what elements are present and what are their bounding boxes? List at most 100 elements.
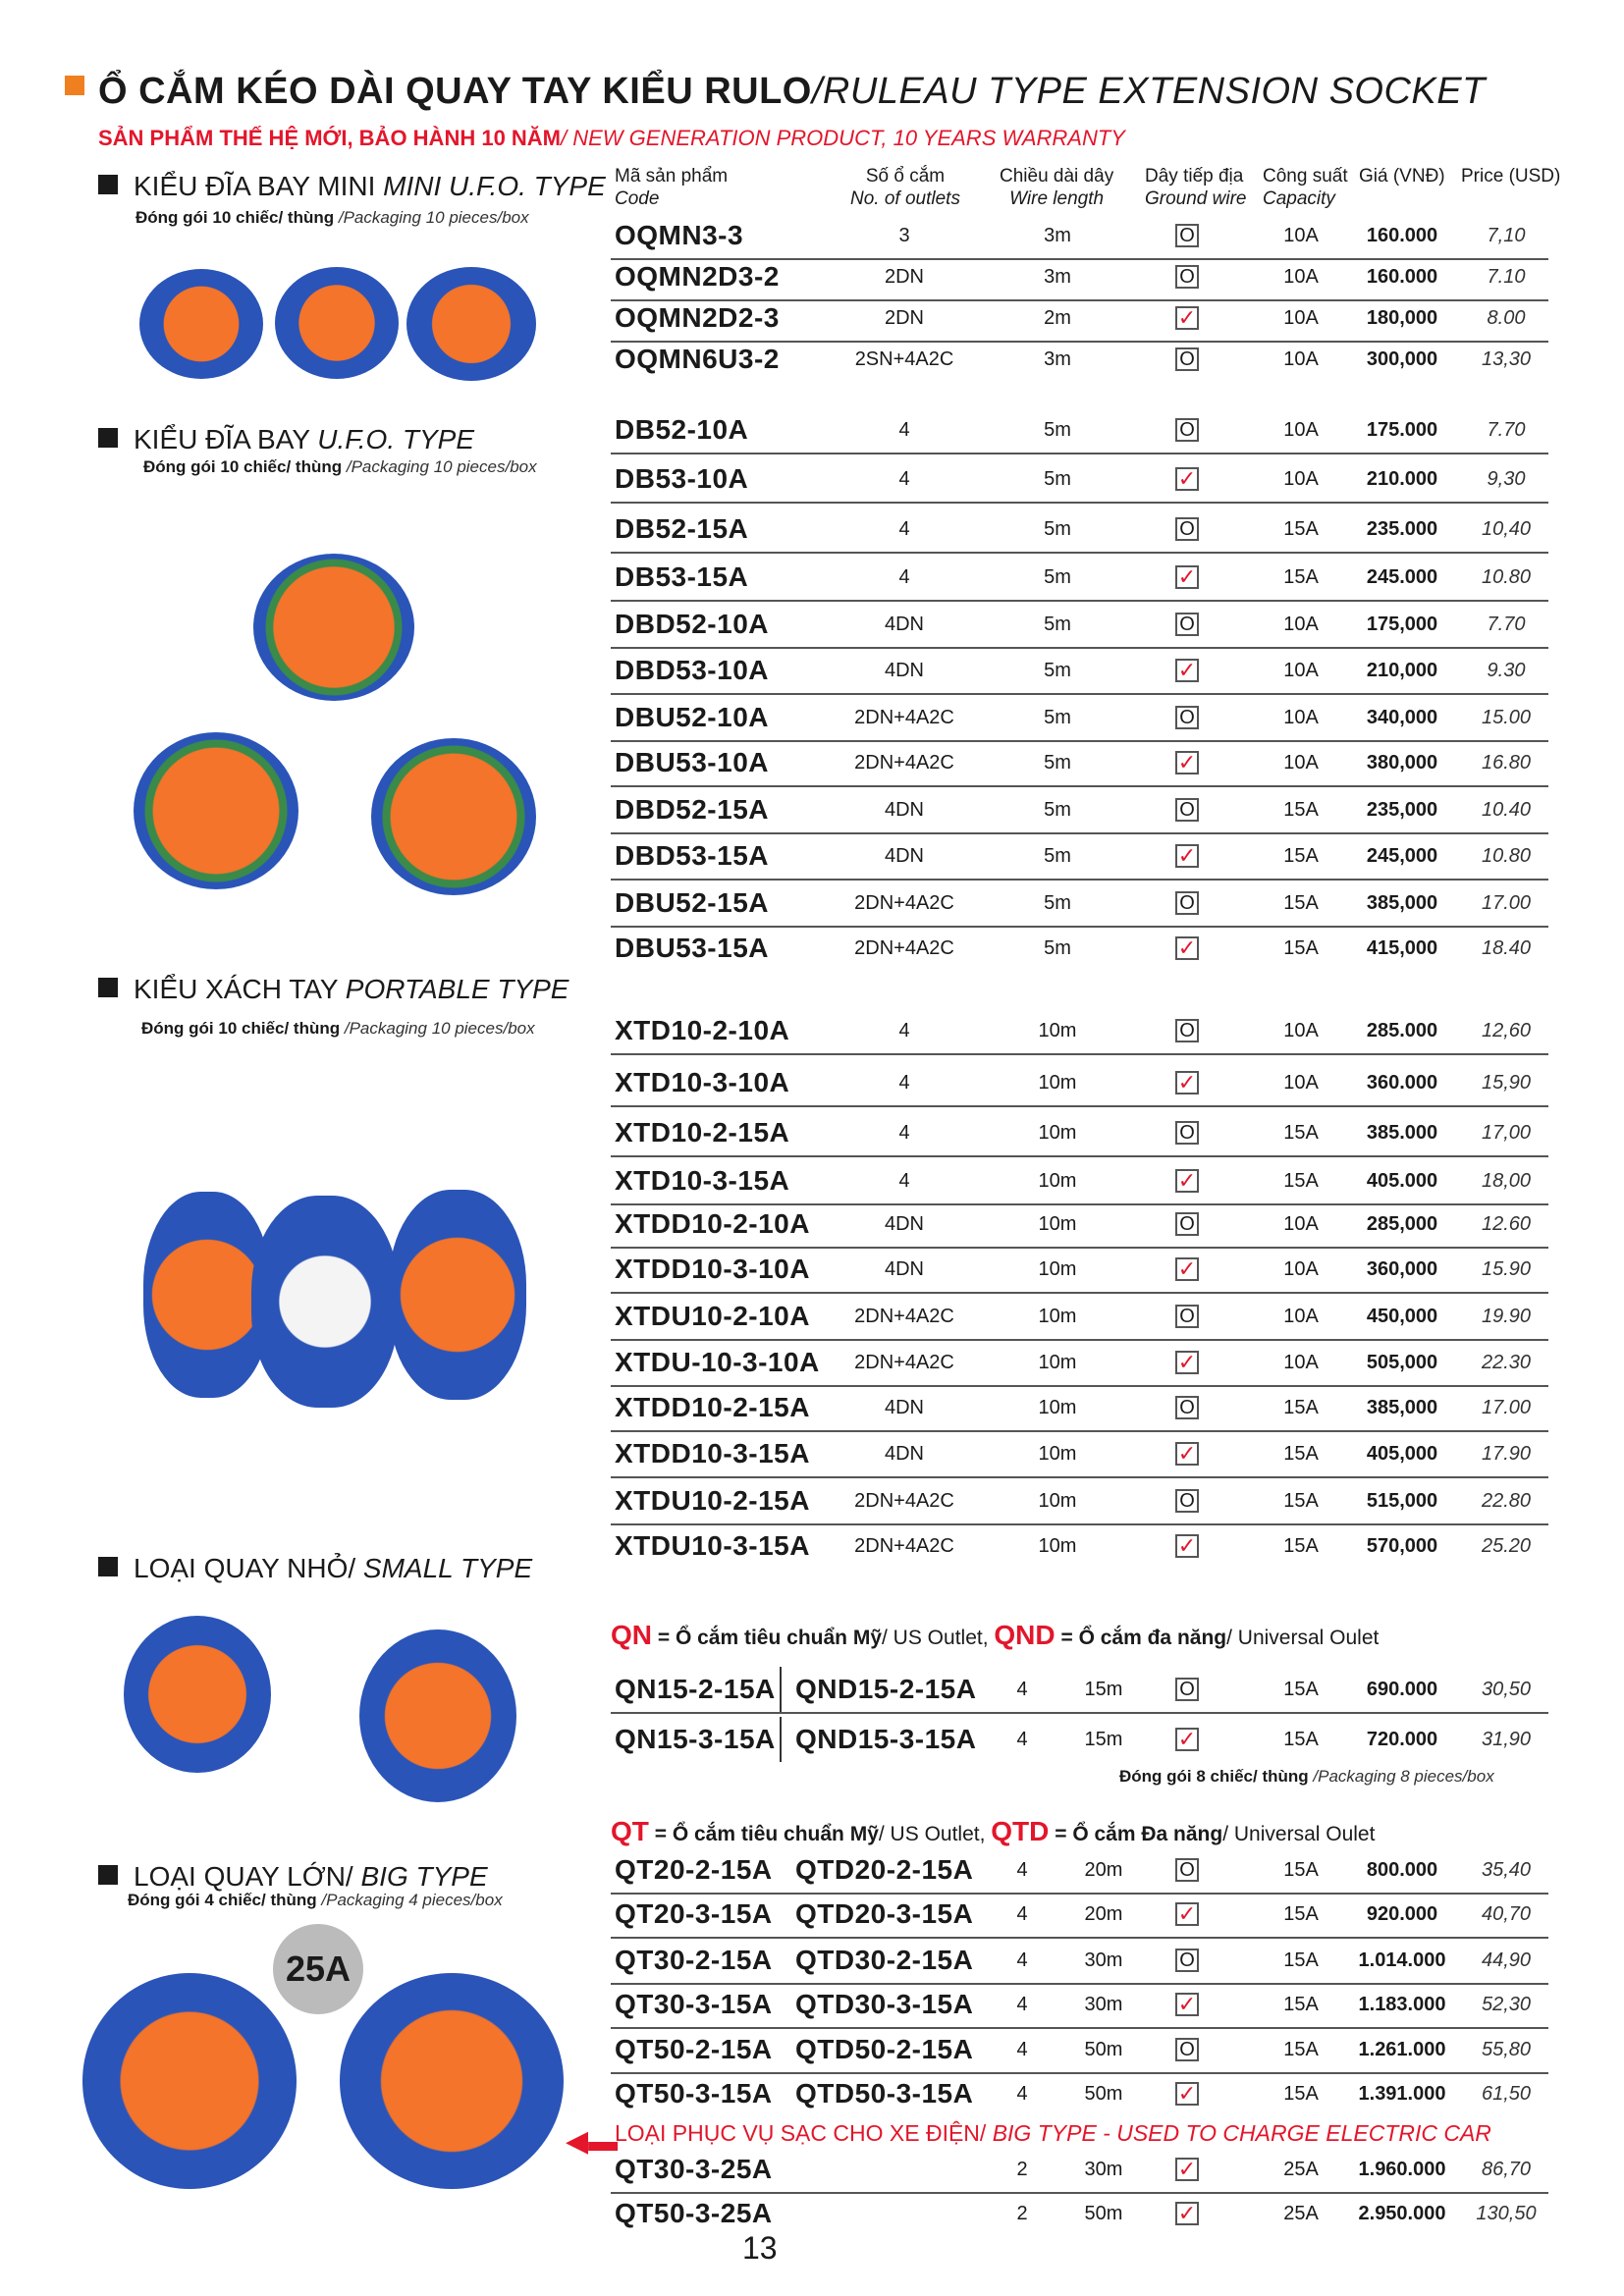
capacity: 10A	[1283, 1212, 1319, 1235]
wire-length: 50m	[1084, 2202, 1123, 2224]
capacity: 10A	[1283, 706, 1319, 728]
ground-check-icon: ✓	[1175, 2082, 1199, 2106]
price-usd: 18.40	[1481, 937, 1532, 959]
capacity: 10A	[1283, 419, 1319, 441]
table-row: XTDU10-2-10A 2DN+4A2C 10m O 10A 450,000 19.90	[611, 1294, 1548, 1341]
capacity: 15A	[1283, 1728, 1319, 1750]
price-vnd: 285.000	[1366, 1020, 1438, 1041]
price-usd: 7,10	[1487, 225, 1526, 246]
product-code: DBU53-15A	[615, 933, 769, 963]
price-vnd: 1.014.000	[1358, 1949, 1446, 1971]
wire-length: 10m	[1038, 1535, 1077, 1557]
row-divider	[611, 878, 1548, 881]
wire-length: 5m	[1044, 844, 1071, 867]
product-code-universal: QTD20-2-15A	[795, 1854, 974, 1885]
price-usd: 15,90	[1481, 1071, 1532, 1094]
price-usd: 10.80	[1481, 566, 1532, 588]
product-image-mini-1	[139, 269, 263, 379]
wire-length: 20m	[1084, 1859, 1123, 1881]
price-usd: 7.10	[1487, 266, 1526, 288]
capacity: 10A	[1283, 1071, 1319, 1094]
price-usd: 12,60	[1481, 1020, 1532, 1041]
price-vnd: 180,000	[1366, 307, 1438, 329]
capacity: 15A	[1283, 1859, 1319, 1881]
price-vnd: 160.000	[1366, 225, 1438, 246]
section-ufo: KIỂU ĐĨA BAY U.F.O. TYPE	[98, 424, 474, 455]
table-row: QT20-2-15A QTD20-2-15A 4 20m O 15A 800.000 35,4…	[611, 1847, 1548, 1895]
capacity: 15A	[1283, 937, 1319, 959]
price-vnd: 360.000	[1366, 1071, 1438, 1094]
outlets: 4	[1016, 2039, 1028, 2060]
row-divider	[611, 925, 1548, 928]
ground-check-icon: ✓	[1175, 1902, 1199, 1926]
table-row: XTD10-2-10A 4 10m O 10A 285.000 12,60	[611, 1008, 1548, 1055]
price-vnd: 1.261.000	[1358, 2039, 1446, 2060]
product-code-universal: QTD50-3-15A	[795, 2078, 974, 2109]
price-usd: 35,40	[1481, 1859, 1532, 1881]
table-row: QT30-2-15A QTD30-2-15A 4 30m O 15A 1.014.000 44…	[611, 1938, 1548, 1985]
product-code-us: QT50-2-15A	[615, 2034, 773, 2064]
outlets: 4	[898, 1071, 910, 1094]
price-vnd: 175,000	[1366, 614, 1438, 635]
product-code: XTDU10-3-15A	[615, 1530, 810, 1561]
outlets: 2DN	[884, 307, 925, 329]
ground-none-icon: O	[1175, 798, 1199, 822]
wire-length: 3m	[1044, 225, 1071, 246]
row-divider	[611, 1711, 1548, 1714]
row-divider	[611, 1339, 1548, 1341]
product-code: XTDU10-2-15A	[615, 1484, 810, 1516]
capacity: 10A	[1283, 307, 1319, 329]
row-divider	[611, 1982, 1548, 1985]
price-usd: 19.90	[1481, 1306, 1532, 1327]
wire-length: 10m	[1038, 1258, 1077, 1280]
product-code: OQMN2D2-3	[615, 302, 780, 333]
pack-mini: Đóng gói 10 chiếc/ thùng /Packaging 10 p…	[135, 208, 529, 227]
product-code: DBU52-10A	[615, 701, 769, 732]
ground-check-icon: ✓	[1175, 1441, 1199, 1466]
price-usd: 10.80	[1481, 844, 1532, 867]
price-vnd: 285,000	[1366, 1212, 1438, 1235]
ground-none-icon: O	[1175, 1396, 1199, 1419]
capacity: 15A	[1283, 1903, 1319, 1925]
product-code-us: QN15-2-15A	[615, 1673, 776, 1704]
product-code: QT50-3-25A	[615, 2197, 773, 2228]
row-divider	[611, 600, 1548, 602]
product-code: DB52-10A	[615, 414, 749, 445]
outlets: 4	[1016, 1859, 1028, 1881]
outlets: 4	[898, 1170, 910, 1192]
ground-none-icon: O	[1175, 1677, 1199, 1701]
capacity: 15A	[1283, 1678, 1319, 1700]
wire-length: 5m	[1044, 659, 1071, 681]
capacity: 10A	[1283, 614, 1319, 635]
table-row: DB52-15A 4 5m O 15A 235.000 10,40	[611, 507, 1548, 554]
price-usd: 17.90	[1481, 1442, 1532, 1465]
price-usd: 17.00	[1481, 891, 1532, 914]
outlets: 2DN+4A2C	[854, 937, 954, 959]
outlets: 4DN	[884, 659, 925, 681]
ground-check-icon: ✓	[1175, 565, 1199, 589]
wire-length: 10m	[1038, 1397, 1077, 1418]
table-row: QT50-2-15A QTD50-2-15A 4 50m O 15A 1.261.000 55…	[611, 2027, 1548, 2074]
product-code-us: QT20-2-15A	[615, 1854, 773, 1885]
product-code: DBU52-15A	[615, 886, 769, 918]
price-usd: 130,50	[1476, 2202, 1537, 2224]
ground-none-icon: O	[1175, 516, 1199, 541]
wire-length: 5m	[1044, 752, 1071, 774]
row-divider	[611, 2072, 1548, 2074]
ground-none-icon: O	[1175, 1488, 1199, 1513]
capacity: 15A	[1283, 844, 1319, 867]
wire-length: 3m	[1044, 266, 1071, 288]
price-vnd: 210.000	[1366, 467, 1438, 490]
capacity: 10A	[1283, 467, 1319, 490]
outlets: 4	[898, 1121, 910, 1144]
table-row: QT50-3-25A 2 50m ✓ 25A 2.950.000 130,50	[611, 2191, 1548, 2236]
ground-none-icon: O	[1175, 1211, 1199, 1236]
row-divider	[611, 739, 1548, 742]
price-vnd: 1.391.000	[1358, 2083, 1446, 2105]
product-image-mini-3	[406, 267, 536, 381]
price-usd: 30,50	[1481, 1678, 1532, 1700]
row-divider	[611, 1292, 1548, 1294]
capacity: 10A	[1283, 225, 1319, 246]
product-code: DB53-10A	[615, 462, 749, 494]
wire-length: 3m	[1044, 348, 1071, 370]
